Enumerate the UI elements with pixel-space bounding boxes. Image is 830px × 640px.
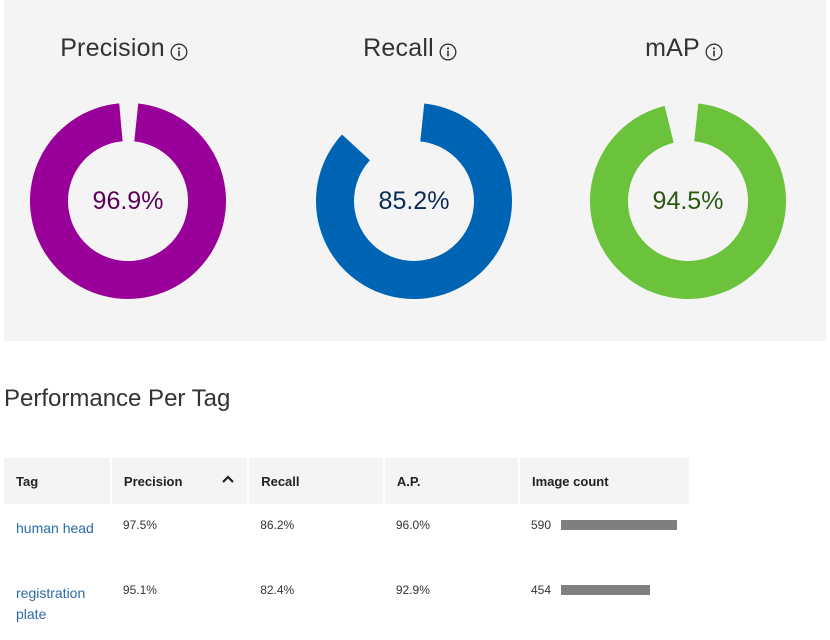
precision-metric: Precision 96.9% [4, 0, 244, 341]
chevron-up-icon[interactable] [221, 474, 235, 484]
cell-recall: 86.2% [260, 518, 295, 532]
header-precision-label: Precision [123, 473, 183, 489]
map-title: mAP [645, 34, 700, 62]
table-row: registration plate 95.1% 82.4% 92.9% 454 [4, 571, 689, 637]
info-icon[interactable] [170, 43, 188, 61]
metrics-panel: Precision 96.9% Recall 85.2% m [4, 0, 826, 341]
precision-title: Precision [60, 34, 165, 62]
donut-arc [316, 103, 512, 299]
cell-ap: 96.0% [395, 518, 430, 532]
precision-value: 96.9% [92, 186, 164, 215]
recall-value: 85.2% [378, 186, 450, 215]
table-row: human head 97.5% 86.2% 96.0% 590 [4, 504, 689, 571]
header-ap[interactable]: A.P. [383, 458, 520, 504]
cell-ap: 92.9% [395, 583, 430, 597]
precision-donut [30, 103, 226, 299]
performance-table: Tag Precision Recall A.P. Image count hu… [4, 458, 689, 637]
image-count-bar [560, 520, 677, 530]
header-recall[interactable]: Recall [248, 458, 385, 504]
cell-precision: 97.5% [122, 518, 157, 532]
map-metric: mAP 94.5% [564, 0, 804, 341]
cell-recall: 82.4% [260, 583, 295, 597]
info-icon[interactable] [439, 43, 457, 61]
cell-precision: 95.1% [122, 583, 157, 597]
image-count-bar [560, 585, 651, 595]
donut-arc [30, 103, 226, 299]
header-precision[interactable]: Precision [110, 458, 250, 504]
recall-title: Recall [363, 34, 434, 62]
info-icon[interactable] [705, 43, 723, 61]
cell-image-count: 454 [530, 583, 551, 597]
header-image-count[interactable]: Image count [518, 458, 689, 504]
header-tag[interactable]: Tag [4, 458, 112, 504]
section-title: Performance Per Tag [4, 385, 231, 412]
recall-donut [316, 103, 512, 299]
cell-image-count: 590 [530, 518, 551, 532]
donut-arc [590, 103, 786, 299]
recall-metric: Recall 85.2% [290, 0, 530, 341]
map-donut [590, 103, 786, 299]
tag-link-registration-plate[interactable]: registration plate [16, 585, 86, 622]
table-header-row: Tag Precision Recall A.P. Image count [4, 458, 689, 504]
map-value: 94.5% [652, 186, 724, 215]
tag-link-human-head[interactable]: human head [16, 520, 94, 536]
